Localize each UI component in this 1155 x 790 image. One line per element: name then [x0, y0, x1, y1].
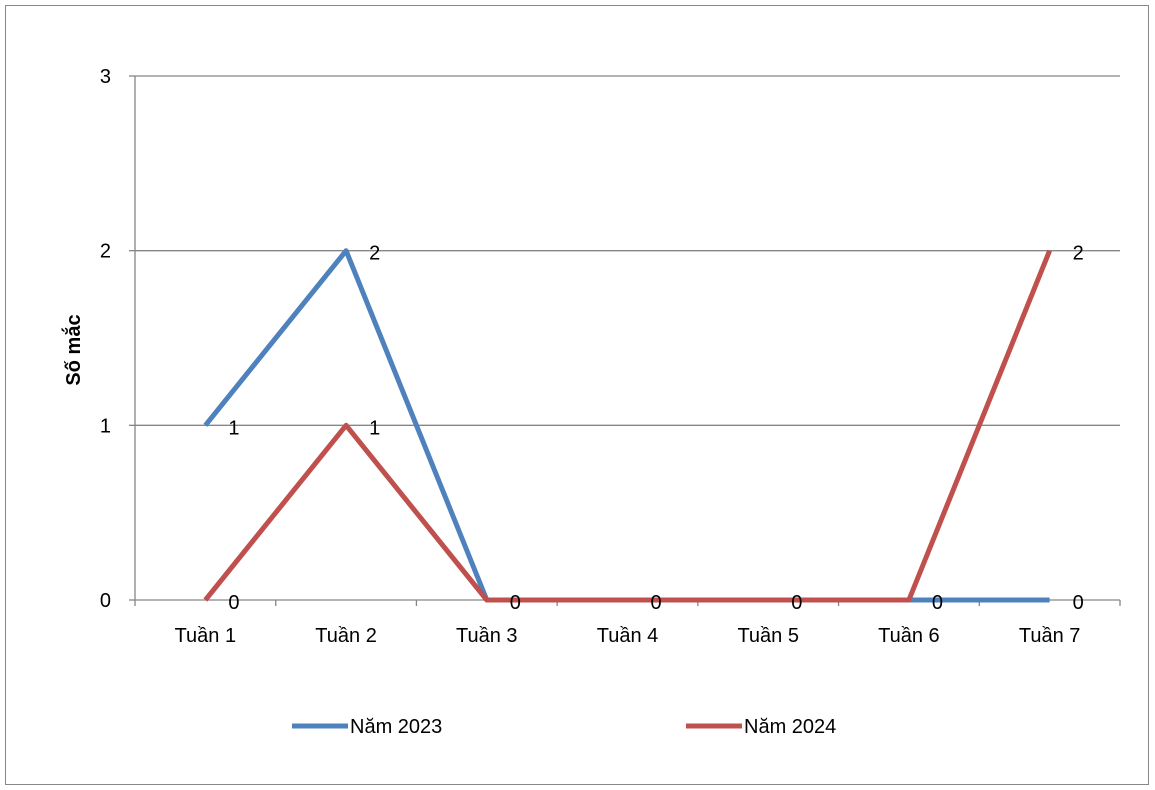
y-tick-label: 3 — [100, 66, 111, 88]
x-tick-label: Tuần 4 — [597, 625, 659, 647]
x-tick-label: Tuần 7 — [1019, 625, 1081, 647]
series-line-2 — [203, 249, 1052, 603]
legend: Năm 2023 Năm 2024 — [292, 716, 836, 738]
data-label-series-1: 2 — [369, 243, 380, 265]
chart-frame — [5, 5, 1149, 785]
data-label-series-2: 0 — [651, 592, 662, 614]
data-label-series-2: 1 — [369, 417, 380, 439]
series-lines — [203, 248, 1052, 603]
y-tick-label: 2 — [100, 241, 111, 263]
data-label-series-2: 0 — [791, 592, 802, 614]
x-tick-label: Tuần 2 — [315, 625, 377, 647]
data-label-series-2: 0 — [510, 592, 521, 614]
data-label-series-2: 2 — [1073, 243, 1084, 265]
x-tick-label: Tuần 5 — [737, 625, 799, 647]
axes: 0 1 2 3 Tuần 1 Tuần 2 Tuần 3 Tuần 4 Tuần 5 Tuần 6… — [100, 66, 1121, 647]
y-tick-label: 0 — [100, 590, 111, 612]
y-axis-title: Số mắc — [61, 314, 85, 385]
x-tick-label: Tuần 6 — [878, 625, 940, 647]
legend-label-1: Năm 2023 — [350, 716, 442, 738]
data-label-series-1: 1 — [228, 417, 239, 439]
data-labels: 1 2 0 0 1 0 0 0 0 2 — [228, 243, 1083, 614]
x-tick-label: Tuần 3 — [456, 625, 518, 647]
gridlines — [135, 75, 1120, 426]
legend-label-2: Năm 2024 — [744, 716, 836, 738]
y-tick-label: 1 — [100, 415, 111, 437]
data-label-series-1: 0 — [1073, 592, 1084, 614]
data-label-series-2: 0 — [932, 592, 943, 614]
data-label-series-2: 0 — [228, 592, 239, 614]
x-tick-label: Tuần 1 — [175, 625, 237, 647]
